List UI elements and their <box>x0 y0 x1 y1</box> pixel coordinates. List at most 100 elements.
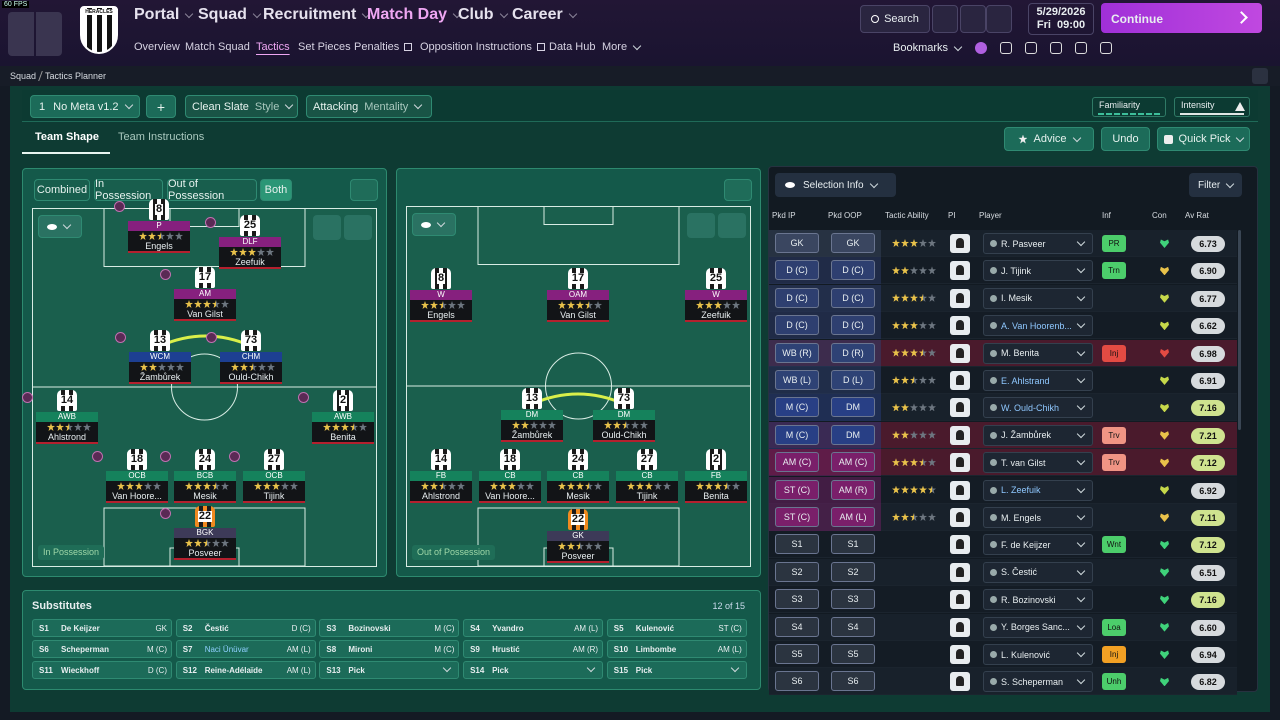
table-row[interactable]: WB (L) D (L) E. Ahlstrand 6.91 <box>769 367 1237 394</box>
player-card[interactable]: 18 OCB Van Hoore... <box>92 449 168 505</box>
table-row[interactable]: ST (C) AM (L) M. Engels 7.11 <box>769 504 1237 531</box>
pi-button[interactable] <box>950 234 970 253</box>
main-menu[interactable]: Recruitment <box>263 6 371 24</box>
substitute-slot[interactable]: S7 Naci Ünüvar AM (L) <box>175 640 316 658</box>
player-select[interactable]: M. Benita <box>983 342 1093 364</box>
pi-button[interactable] <box>950 398 970 418</box>
search-button[interactable]: Search <box>860 5 930 33</box>
bookmark-icon[interactable] <box>1075 42 1087 54</box>
bookmark-icon[interactable] <box>1100 42 1112 54</box>
player-card[interactable]: 2 FB Benita <box>685 449 747 505</box>
main-menu[interactable]: Match Day <box>367 6 462 24</box>
pi-button[interactable] <box>950 617 970 637</box>
bookmarks[interactable]: Bookmarks <box>893 42 963 54</box>
player-card[interactable]: 22 GK Posveer <box>547 509 609 565</box>
continue-button[interactable]: Continue <box>1101 3 1262 33</box>
main-menu[interactable]: Portal <box>134 6 194 24</box>
main-menu[interactable]: Career <box>512 6 577 24</box>
add-tactic-button[interactable]: + <box>146 95 176 118</box>
bookmark-icon[interactable] <box>975 42 987 54</box>
player-select[interactable]: S. Čestić <box>983 561 1093 583</box>
pitch-options-button[interactable] <box>350 179 378 201</box>
player-card[interactable]: 13 WCM Žambůrek <box>115 330 191 386</box>
player-card[interactable]: 27 CB Tijink <box>616 449 678 505</box>
table-row[interactable]: S2 S2 S. Čestić 6.51 <box>769 558 1237 586</box>
player-card[interactable]: 14 AWB Ahlstrond <box>22 390 98 446</box>
selection-dropdown[interactable]: Selection Info <box>775 173 896 197</box>
player-card[interactable]: 13 DM Žambůrek <box>501 388 563 444</box>
substitute-slot[interactable]: S13 Pick <box>319 661 460 679</box>
table-row[interactable]: GK GK R. Pasveer PR 6.73 <box>769 230 1237 257</box>
substitute-slot[interactable]: S8 Mironi M (C) <box>319 640 460 658</box>
pi-button[interactable] <box>950 288 970 308</box>
substitute-slot[interactable]: S5 Kulenović ST (C) <box>606 619 747 637</box>
table-row[interactable]: ST (C) AM (R) L. Zeefuik 6.92 <box>769 476 1237 504</box>
player-card[interactable]: 8 P Engels <box>114 199 190 255</box>
action-button[interactable]: Undo <box>1101 127 1150 151</box>
pi-button[interactable] <box>950 672 970 692</box>
player-select[interactable]: R. Bozinovski <box>983 589 1093 611</box>
player-card[interactable]: 22 BGK Posveer <box>160 506 236 562</box>
player-select[interactable]: L. Kulenović <box>983 644 1093 665</box>
table-row[interactable]: S3 S3 R. Bozinovski 7.16 <box>769 586 1237 614</box>
player-card[interactable]: 24 BCB Mesik <box>160 449 236 505</box>
sub-menu[interactable]: Overview <box>134 41 180 53</box>
table-row[interactable]: D (C) D (C) A. Van Hoorenb... 6.62 <box>769 312 1237 340</box>
player-card[interactable]: 14 FB Ahlstrond <box>410 449 472 505</box>
sub-menu[interactable]: Tactics <box>256 41 290 53</box>
top-icon-button[interactable] <box>960 5 986 33</box>
pi-button[interactable] <box>950 480 970 500</box>
pi-button[interactable] <box>950 590 970 610</box>
pi-button[interactable] <box>950 508 970 527</box>
substitute-slot[interactable]: S10 Limbombe AM (L) <box>606 640 747 658</box>
sub-menu[interactable]: Match Squad <box>185 41 250 53</box>
player-card[interactable]: 27 OCB Tijink <box>229 449 305 505</box>
player-select[interactable]: E. Ahlstrand <box>983 370 1093 391</box>
player-card[interactable]: 18 CB Van Hoore... <box>479 449 541 505</box>
substitute-slot[interactable]: S6 Scheperman M (C) <box>32 640 172 658</box>
substitute-slot[interactable]: S2 Čestić D (C) <box>175 619 316 637</box>
substitute-slot[interactable]: S4 Yvandro AM (L) <box>463 619 604 637</box>
bookmark-icon[interactable] <box>1025 42 1037 54</box>
player-select[interactable]: J. Tijink <box>983 260 1093 282</box>
table-row[interactable]: S4 S4 Y. Borges Sanc... Loa 6.60 <box>769 613 1237 641</box>
tactic-select[interactable]: 1 No Meta v1.2 <box>30 95 140 118</box>
visibility-dropdown[interactable] <box>412 213 456 236</box>
substitute-slot[interactable]: S12 Reine-Adélaïde AM (L) <box>175 661 316 679</box>
action-button[interactable]: Quick Pick <box>1157 127 1250 151</box>
substitute-slot[interactable]: S15 Pick <box>606 661 747 679</box>
table-row[interactable]: AM (C) AM (C) T. van Gilst Trv 7.12 <box>769 449 1237 477</box>
date-box[interactable]: 5/29/2026 Fri 09:00 <box>1028 3 1094 35</box>
player-card[interactable]: 8 W Engels <box>410 268 472 324</box>
action-button[interactable]: Advice <box>1004 127 1094 151</box>
table-row[interactable]: S6 S6 S. Scheperman Unh 6.82 <box>769 668 1237 696</box>
bookmark-icon[interactable] <box>1050 42 1062 54</box>
top-icon-button[interactable] <box>986 5 1012 33</box>
player-select[interactable]: R. Pasveer <box>983 233 1093 254</box>
back-button[interactable] <box>8 12 34 56</box>
player-card[interactable]: 17 AM Van Gilst <box>160 267 236 323</box>
pi-button[interactable] <box>950 343 970 363</box>
table-row[interactable]: S5 S5 L. Kulenović Inj 6.94 <box>769 641 1237 668</box>
tab[interactable]: Team Instructions <box>118 131 205 143</box>
pi-button[interactable] <box>950 453 970 473</box>
shape-filter[interactable]: Both <box>260 179 292 201</box>
shape-filter[interactable]: In Possession <box>94 178 163 202</box>
main-menu[interactable]: Squad <box>198 6 262 24</box>
visibility-dropdown[interactable] <box>38 215 82 238</box>
player-select[interactable]: L. Zeefuik <box>983 479 1093 501</box>
dropdown[interactable]: Clean Slate Style <box>185 95 298 118</box>
shape-filter[interactable]: Combined <box>34 179 90 201</box>
sub-menu[interactable]: Opposition Instructions <box>420 41 545 53</box>
pitch-tool-button[interactable] <box>344 215 372 240</box>
player-select[interactable]: I. Mesik <box>983 287 1093 309</box>
tab[interactable]: Team Shape <box>35 131 99 143</box>
sub-menu[interactable]: More <box>602 41 642 53</box>
pi-button[interactable] <box>950 535 970 555</box>
player-card[interactable]: 17 OAM Van Gilst <box>547 268 609 324</box>
pitch-options-button[interactable] <box>724 179 752 201</box>
top-icon-button[interactable] <box>932 5 958 33</box>
pi-button[interactable] <box>950 645 970 664</box>
sub-menu[interactable]: Set Pieces <box>298 41 351 53</box>
sub-menu[interactable]: Data Hub <box>549 41 595 53</box>
